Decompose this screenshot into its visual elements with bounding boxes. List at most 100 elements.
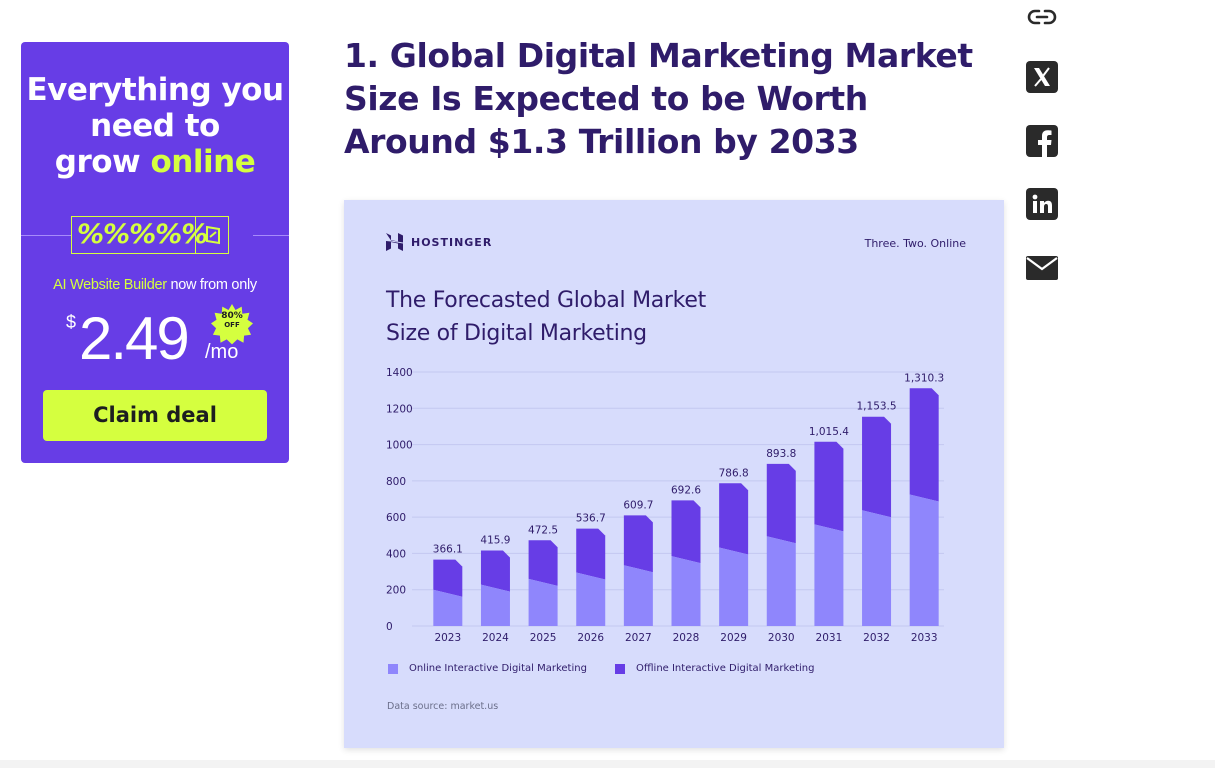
x-tick-label: 2032 — [863, 632, 890, 644]
claim-deal-button[interactable]: Claim deal — [43, 390, 267, 441]
discount-badge-text: 80% OFF — [211, 312, 253, 330]
legend-label-online: Online Interactive Digital Marketing — [409, 663, 587, 674]
ad-sub-rest: now from only — [166, 277, 257, 293]
discount-badge-off: OFF — [224, 321, 240, 329]
x-tick-label: 2031 — [816, 632, 843, 644]
brand-name: HOSTINGER — [411, 235, 493, 249]
bar-offline-segment — [623, 515, 653, 573]
bar-online-segment — [433, 589, 463, 626]
hostinger-logo-icon — [386, 233, 403, 251]
y-tick-label: 1000 — [386, 440, 413, 452]
ad-headline-grow: grow — [54, 144, 151, 180]
ad-headline: Everything you need to grow online — [21, 72, 289, 180]
infographic-brand: HOSTINGER — [386, 233, 492, 251]
bar-online-segment — [814, 524, 844, 626]
bar-total-label: 415.9 — [480, 535, 510, 547]
bar-online-segment — [576, 572, 606, 626]
bar-offline-segment — [528, 540, 558, 586]
chart-title: The Forecasted Global Market Size of Dig… — [386, 284, 806, 350]
ad-headline-online: online — [150, 144, 256, 180]
bar-online-segment — [766, 536, 796, 626]
bar-offline-segment — [576, 528, 606, 580]
hostinger-ad-banner[interactable]: Everything you need to grow online %%%%%… — [21, 42, 289, 463]
x-tick-label: 2023 — [434, 632, 461, 644]
y-tick-label: 200 — [386, 585, 406, 597]
share-x-button[interactable] — [1025, 60, 1058, 93]
x-tick-label: 2033 — [911, 632, 938, 644]
ad-divider-left — [21, 235, 71, 236]
y-tick-label: 1200 — [386, 403, 413, 415]
share-linkedin-button[interactable] — [1025, 187, 1058, 220]
bar-total-label: 472.5 — [528, 524, 558, 536]
share-email-button[interactable] — [1025, 251, 1058, 284]
share-facebook-button[interactable] — [1025, 124, 1058, 157]
bar-total-label: 1,153.5 — [857, 401, 897, 413]
bar-total-label: 893.8 — [766, 448, 796, 460]
chart-title-line-2: Size of Digital Marketing — [386, 321, 647, 346]
x-icon — [1025, 60, 1058, 93]
ad-percent-strip: %%%%% — [77, 219, 208, 250]
link-icon — [1027, 9, 1056, 24]
ad-headline-line-3: grow online — [21, 144, 289, 180]
x-tick-label: 2024 — [482, 632, 509, 644]
x-tick-label: 2025 — [530, 632, 557, 644]
bar-online-segment — [528, 578, 558, 626]
bar-offline-segment — [719, 483, 749, 555]
y-tick-label: 400 — [386, 548, 406, 560]
bar-online-segment — [623, 565, 653, 626]
bar-online-segment — [909, 494, 939, 626]
ad-headline-line-2: need to — [90, 108, 220, 144]
legend-swatch-offline — [615, 663, 625, 674]
bar-offline-segment — [814, 441, 844, 532]
y-tick-label: 1400 — [386, 367, 413, 379]
bar-total-label: 1,310.3 — [904, 372, 944, 384]
y-tick-label: 600 — [386, 512, 406, 524]
bar-total-label: 536.7 — [576, 513, 606, 525]
bar-total-label: 692.6 — [671, 484, 701, 496]
discount-badge-percent: 80% — [221, 311, 243, 321]
x-tick-label: 2027 — [625, 632, 652, 644]
copy-link-button[interactable] — [1025, 0, 1058, 33]
bar-online-segment — [719, 547, 749, 626]
x-tick-label: 2029 — [720, 632, 747, 644]
y-tick-label: 800 — [386, 476, 406, 488]
chart-title-line-1: The Forecasted Global Market — [386, 288, 706, 313]
bar-total-label: 786.8 — [719, 467, 749, 479]
bar-offline-segment — [909, 388, 939, 502]
article-title: 1. Global Digital Marketing Market Size … — [344, 36, 973, 161]
x-tick-label: 2026 — [577, 632, 604, 644]
legend-label-offline: Offline Interactive Digital Marketing — [636, 663, 815, 674]
brand-tagline: Three. Two. Online — [864, 237, 966, 250]
ad-currency: $ — [66, 312, 77, 332]
x-tick-label: 2030 — [768, 632, 795, 644]
ad-subtext: AI Website Builder now from only — [21, 277, 289, 293]
bar-online-segment — [480, 584, 510, 626]
bar-offline-segment — [766, 463, 796, 544]
ad-percent-frame — [71, 216, 229, 254]
legend-item-offline: Offline Interactive Digital Marketing — [615, 663, 814, 674]
discount-badge-icon — [211, 304, 253, 345]
x-tick-label: 2028 — [673, 632, 700, 644]
legend-item-online: Online Interactive Digital Marketing — [388, 663, 587, 674]
market-size-infographic: HOSTINGER Three. Two. Online The Forecas… — [344, 200, 1004, 748]
page-footer-strip — [0, 760, 1215, 768]
ad-headline-line-1: Everything you — [26, 72, 284, 108]
ad-divider-right — [253, 235, 289, 236]
ad-sub-highlight: AI Website Builder — [53, 277, 167, 293]
stacked-bar-chart: 0 200 400 600 800 1000 1200 1400 366.1 2023 415.9 2… — [386, 367, 944, 644]
data-source: Data source: market.us — [387, 701, 499, 712]
bar-total-label: 366.1 — [433, 544, 463, 556]
linkedin-icon — [1025, 187, 1058, 220]
ad-price-period: /mo — [205, 341, 239, 363]
bar-online-segment — [671, 556, 701, 626]
ad-price: 2.49 — [79, 305, 190, 372]
facebook-icon — [1025, 124, 1058, 157]
y-tick-label: 0 — [386, 621, 393, 633]
bar-offline-segment — [671, 500, 701, 564]
bar-total-label: 609.7 — [623, 499, 653, 511]
bar-total-label: 1,015.4 — [809, 426, 849, 438]
bar-offline-segment — [480, 550, 510, 592]
bar-offline-segment — [862, 416, 892, 518]
hostinger-logo-icon — [195, 216, 229, 254]
bar-offline-segment — [433, 559, 463, 597]
